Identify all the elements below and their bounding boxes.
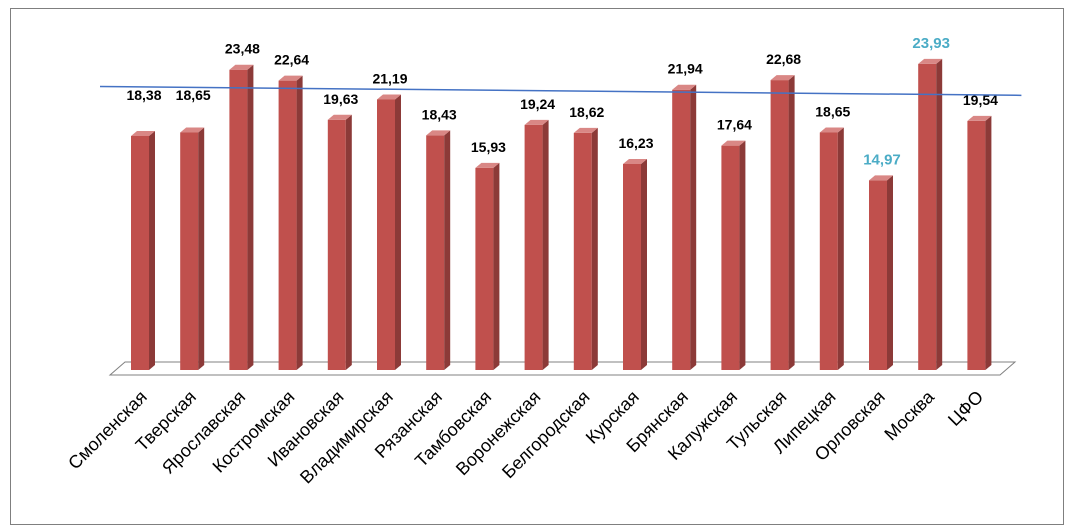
bar-front bbox=[721, 145, 740, 370]
bar-side bbox=[395, 94, 401, 370]
bar-side bbox=[788, 75, 795, 370]
bar bbox=[180, 127, 205, 371]
data-label: 16,23 bbox=[618, 135, 653, 151]
bar-top bbox=[524, 119, 549, 125]
bar-side bbox=[198, 127, 205, 371]
bar-top bbox=[426, 130, 451, 136]
data-label: 18,65 bbox=[176, 87, 211, 103]
value-labels-group: 18,38 18,65 23,48 22,64 19,63 21,19 18,43 15,93… bbox=[126, 35, 998, 168]
data-label: 18,43 bbox=[422, 106, 457, 122]
bar-top bbox=[967, 115, 992, 121]
bar-top bbox=[573, 127, 598, 133]
data-label: 18,65 bbox=[815, 103, 850, 119]
bar-front bbox=[180, 132, 199, 370]
bar-top bbox=[278, 75, 303, 81]
bar-side bbox=[690, 84, 697, 370]
data-label: 18,38 bbox=[126, 87, 161, 103]
data-label: 23,93 bbox=[912, 35, 950, 52]
bar-top bbox=[819, 127, 844, 133]
data-label: 21,19 bbox=[372, 70, 407, 86]
bar-top bbox=[770, 75, 795, 81]
bar-front bbox=[918, 63, 937, 370]
bar-front bbox=[377, 99, 395, 370]
bar bbox=[721, 140, 746, 370]
data-label: 18,62 bbox=[569, 104, 604, 120]
bar bbox=[524, 119, 549, 370]
bar-front bbox=[229, 69, 248, 370]
bar-top bbox=[623, 158, 647, 164]
bar-front bbox=[131, 136, 149, 370]
bar-side bbox=[542, 119, 549, 370]
bar-front bbox=[278, 80, 297, 371]
bar bbox=[377, 94, 401, 370]
bar-top bbox=[229, 64, 254, 70]
bar-side bbox=[641, 158, 647, 370]
bar-side bbox=[837, 127, 844, 371]
bar bbox=[229, 64, 254, 370]
bar-side bbox=[887, 175, 893, 370]
bar-top bbox=[377, 94, 401, 100]
data-label: 19,54 bbox=[963, 92, 998, 108]
bar bbox=[967, 115, 992, 370]
bar-side bbox=[345, 114, 352, 370]
bar-top bbox=[918, 58, 943, 64]
bar-front bbox=[573, 132, 592, 370]
bars-group bbox=[131, 58, 992, 371]
bar-side bbox=[985, 115, 992, 370]
bar-side bbox=[936, 58, 943, 370]
data-label: 22,68 bbox=[766, 51, 801, 67]
bar-front bbox=[524, 124, 543, 370]
bar-front bbox=[770, 80, 789, 370]
data-label: 19,63 bbox=[323, 91, 358, 107]
bar-front bbox=[426, 135, 445, 370]
bar-front bbox=[327, 119, 346, 370]
bar bbox=[131, 131, 155, 370]
bar-top bbox=[475, 162, 500, 168]
bar bbox=[278, 75, 303, 371]
bar-side bbox=[591, 127, 598, 370]
data-label: 21,94 bbox=[668, 61, 703, 77]
data-label: 19,24 bbox=[520, 96, 555, 112]
bar bbox=[573, 127, 598, 370]
bar-side bbox=[247, 64, 254, 370]
bar-top bbox=[327, 114, 352, 120]
bar-side bbox=[444, 130, 451, 370]
bar bbox=[623, 158, 647, 370]
bar-front bbox=[869, 180, 887, 370]
bar-top bbox=[180, 127, 205, 133]
bar bbox=[918, 58, 943, 370]
bar-top bbox=[672, 84, 697, 90]
bar bbox=[475, 162, 500, 370]
bar-front bbox=[672, 89, 691, 370]
bar bbox=[672, 84, 697, 370]
bar-top bbox=[869, 175, 893, 181]
bar bbox=[770, 75, 795, 370]
bar bbox=[327, 114, 352, 370]
data-label: 23,48 bbox=[225, 41, 260, 57]
trendline bbox=[99, 85, 1022, 97]
bar-side bbox=[739, 140, 746, 370]
bar-front bbox=[623, 163, 641, 370]
bar-front bbox=[967, 120, 986, 370]
bar-side bbox=[493, 162, 500, 370]
bar-side bbox=[149, 131, 155, 370]
bar bbox=[819, 127, 844, 371]
data-label: 15,93 bbox=[471, 139, 506, 155]
bar-front bbox=[475, 167, 494, 370]
bar bbox=[426, 130, 451, 370]
bar-top bbox=[131, 131, 155, 136]
bar-top bbox=[721, 140, 746, 146]
data-label: 17,64 bbox=[717, 117, 752, 133]
bar-front bbox=[819, 132, 838, 370]
bar bbox=[869, 175, 893, 370]
data-label: 14,97 bbox=[863, 151, 901, 168]
data-label: 22,64 bbox=[274, 52, 309, 68]
bar-side bbox=[296, 75, 303, 371]
